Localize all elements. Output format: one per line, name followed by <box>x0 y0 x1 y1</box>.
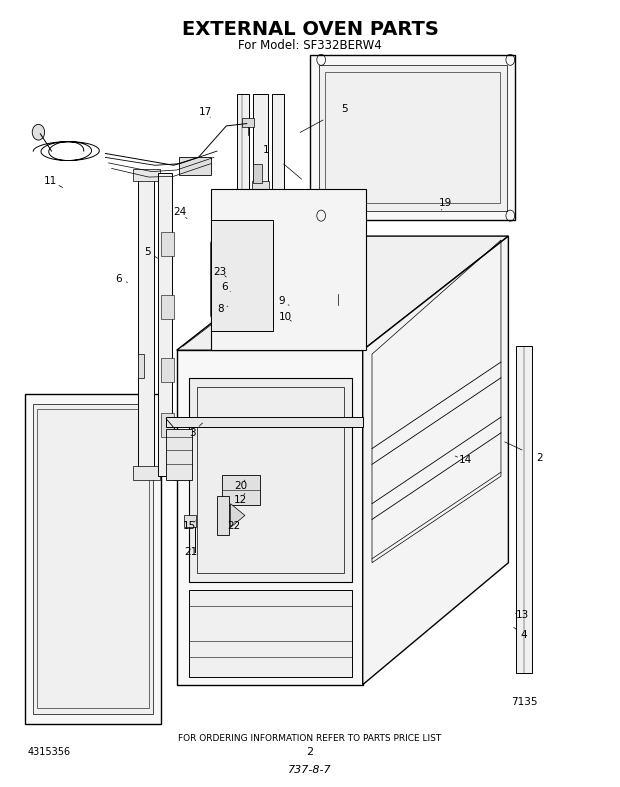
Polygon shape <box>231 504 245 527</box>
Text: 5: 5 <box>341 104 347 113</box>
Text: 14: 14 <box>458 456 472 465</box>
Text: FOR ORDERING INFORMATION REFER TO PARTS PRICE LIST: FOR ORDERING INFORMATION REFER TO PARTS … <box>179 733 441 743</box>
Text: 6: 6 <box>116 275 122 284</box>
Polygon shape <box>242 118 254 127</box>
Polygon shape <box>237 94 249 350</box>
Polygon shape <box>166 417 363 427</box>
Polygon shape <box>211 220 273 331</box>
Polygon shape <box>516 346 532 673</box>
Polygon shape <box>161 295 174 319</box>
Polygon shape <box>133 169 160 181</box>
Text: 15: 15 <box>182 521 196 530</box>
Text: 6: 6 <box>222 283 228 292</box>
Polygon shape <box>161 232 174 256</box>
Text: 24: 24 <box>173 208 187 217</box>
Text: 9: 9 <box>279 296 285 305</box>
Polygon shape <box>217 496 229 535</box>
Polygon shape <box>166 429 192 480</box>
Polygon shape <box>161 413 174 437</box>
Polygon shape <box>253 164 262 183</box>
Text: 20: 20 <box>234 482 247 491</box>
Polygon shape <box>25 394 161 724</box>
Text: 12: 12 <box>234 495 247 504</box>
Text: 2: 2 <box>306 747 314 756</box>
Circle shape <box>188 549 203 568</box>
Text: 4: 4 <box>521 630 527 640</box>
Polygon shape <box>189 590 352 677</box>
Polygon shape <box>222 475 260 505</box>
Text: 23: 23 <box>213 267 227 276</box>
Polygon shape <box>133 466 160 480</box>
Text: For Model: SF332BERW4: For Model: SF332BERW4 <box>238 39 382 52</box>
Circle shape <box>333 273 343 286</box>
Text: 19: 19 <box>438 198 452 208</box>
Polygon shape <box>252 181 269 205</box>
Text: EXTERNAL OVEN PARTS: EXTERNAL OVEN PARTS <box>182 20 438 39</box>
Polygon shape <box>158 173 172 476</box>
Text: 7135: 7135 <box>511 697 537 707</box>
Circle shape <box>32 124 45 140</box>
Polygon shape <box>253 94 268 350</box>
Text: 8: 8 <box>217 304 223 313</box>
Polygon shape <box>310 55 515 220</box>
Polygon shape <box>319 65 507 211</box>
Text: 17: 17 <box>199 107 213 116</box>
Text: 10: 10 <box>278 312 292 322</box>
Text: 11: 11 <box>44 176 58 186</box>
FancyBboxPatch shape <box>211 240 268 319</box>
Text: 21: 21 <box>184 548 198 557</box>
Polygon shape <box>138 173 154 476</box>
Text: 22: 22 <box>228 521 241 530</box>
Circle shape <box>327 265 349 294</box>
Polygon shape <box>161 358 174 382</box>
Polygon shape <box>138 354 144 378</box>
Text: 2: 2 <box>536 453 542 463</box>
Text: 3: 3 <box>189 428 195 438</box>
Polygon shape <box>177 236 508 350</box>
Text: 4315356: 4315356 <box>28 747 71 756</box>
Text: 737-8-7: 737-8-7 <box>288 765 332 774</box>
Polygon shape <box>177 350 363 685</box>
Polygon shape <box>184 515 196 527</box>
Polygon shape <box>211 189 366 350</box>
Text: 1: 1 <box>264 145 270 154</box>
Circle shape <box>192 554 199 563</box>
Polygon shape <box>179 157 211 175</box>
Polygon shape <box>189 378 352 582</box>
Text: 13: 13 <box>515 611 529 620</box>
Polygon shape <box>363 236 508 685</box>
Text: 5: 5 <box>144 247 151 257</box>
Polygon shape <box>252 220 269 244</box>
Polygon shape <box>272 94 284 350</box>
Polygon shape <box>33 404 153 714</box>
